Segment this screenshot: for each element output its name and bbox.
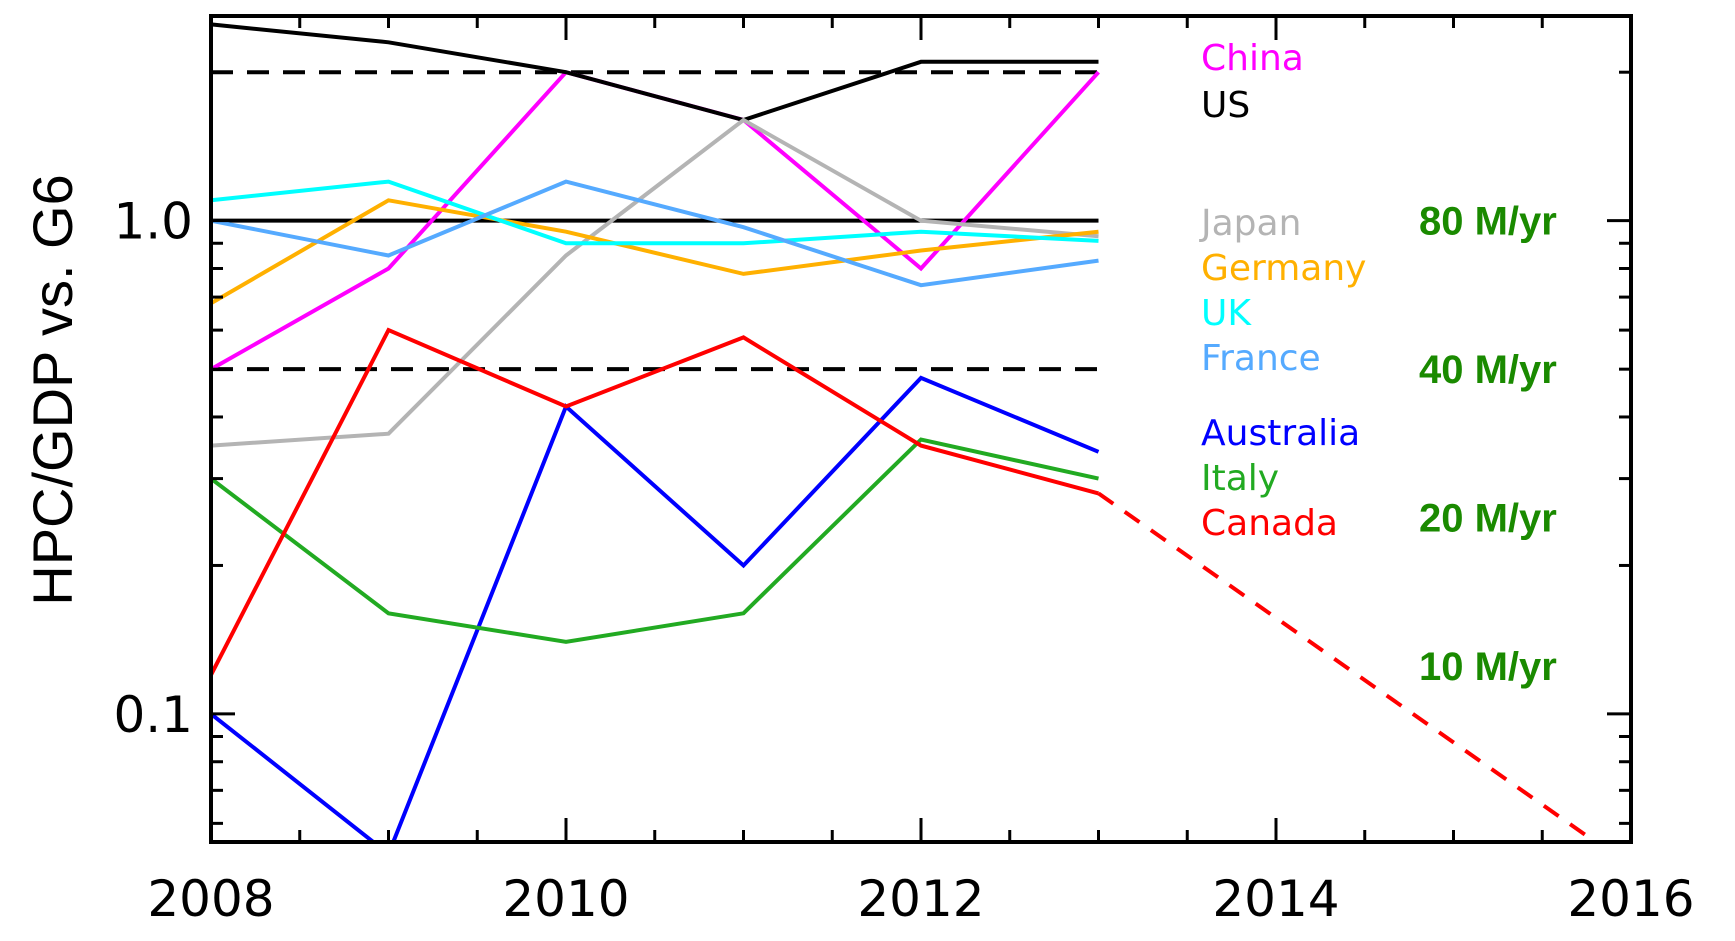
legend-label-china: China bbox=[1201, 38, 1304, 79]
legend-label-australia: Australia bbox=[1201, 413, 1360, 454]
legend-label-japan: Japan bbox=[1199, 203, 1301, 244]
x-tick-label: 2014 bbox=[1212, 870, 1339, 928]
series-line-uk bbox=[211, 179, 1099, 246]
rate-label-10-m-yr: 10 M/yr bbox=[1419, 645, 1557, 689]
legend-label-germany: Germany bbox=[1201, 248, 1366, 289]
legend-label-canada: Canada bbox=[1201, 503, 1338, 544]
series-line-italy bbox=[211, 437, 1099, 644]
x-tick-label: 2016 bbox=[1567, 870, 1694, 928]
legend-label-uk: UK bbox=[1201, 293, 1252, 334]
rate-label-40-m-yr: 40 M/yr bbox=[1419, 348, 1557, 392]
series-line-canada bbox=[211, 327, 1100, 676]
y-axis-title: HPC/GDP vs. G6 bbox=[21, 174, 84, 606]
legend-label-us: US bbox=[1201, 85, 1250, 126]
rate-label-80-m-yr: 80 M/yr bbox=[1419, 200, 1557, 244]
series-line-us bbox=[211, 22, 1099, 123]
x-tick-label: 2010 bbox=[502, 870, 629, 928]
x-tick-label: 2012 bbox=[857, 870, 984, 928]
series-line-japan bbox=[211, 117, 1099, 448]
y-tick-label: 0.1 bbox=[113, 686, 193, 744]
x-tick-label: 2008 bbox=[147, 870, 274, 928]
series-line-australia bbox=[211, 375, 1100, 842]
series-line-germany bbox=[211, 198, 1099, 306]
legend-label-france: France bbox=[1201, 338, 1321, 379]
rate-label-20-m-yr: 20 M/yr bbox=[1419, 497, 1557, 541]
series-line-france bbox=[211, 179, 1099, 288]
projection-line-canada bbox=[1097, 491, 1597, 842]
y-tick-label: 1.0 bbox=[113, 193, 193, 251]
legend-label-italy: Italy bbox=[1201, 458, 1279, 499]
